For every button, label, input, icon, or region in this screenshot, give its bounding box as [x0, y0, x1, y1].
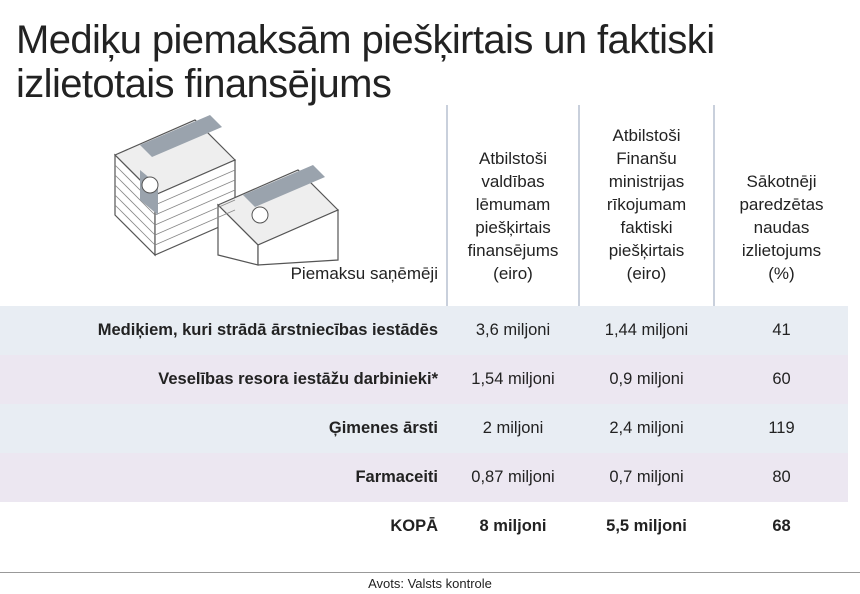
money-icon	[113, 115, 340, 266]
header-line: (%)	[768, 264, 795, 283]
column-header: Atbilstoši Finanšu ministrijas rīkojumam fak…	[580, 124, 713, 285]
column-header: Piemaksu saņēmēji	[16, 262, 438, 285]
cell-value: 2,4 miljoni	[609, 419, 684, 437]
header-line: Sākotnēji	[746, 172, 817, 191]
cell-value: 2 miljoni	[482, 419, 544, 437]
cell-value: 60	[772, 370, 791, 388]
row-label: Mediķiem, kuri strādā ārstniecības iestā…	[97, 321, 438, 339]
cell-value: 0,9 miljoni	[609, 370, 684, 388]
header-line: Finanšu	[616, 149, 677, 168]
row-label: KOPĀ	[390, 517, 438, 535]
header-line: Atbilstoši	[612, 126, 681, 145]
header-line: izlietojums	[741, 241, 822, 260]
cell-value: 0,7 miljoni	[609, 468, 684, 486]
header-line: valdības	[481, 172, 545, 191]
cell-value: 41	[772, 321, 791, 339]
cell-value: 119	[768, 419, 795, 437]
header-line: piešķirtais	[608, 241, 685, 260]
header-line: ministrijas	[608, 172, 685, 191]
cell-value: 0,87 miljoni	[471, 468, 555, 486]
table-row: Veselības resora iestāžu darbinieki* 1,54…	[0, 355, 848, 404]
cell-value: 1,54 miljoni	[471, 370, 555, 388]
header-line: (eiro)	[493, 264, 533, 283]
cell-value: 80	[772, 468, 791, 486]
header-line: finansējums	[467, 241, 559, 260]
cell-value: 5,5 miljoni	[606, 517, 687, 535]
table-row: Farmaceiti 0,87 miljoni 0,7 miljoni 80	[0, 453, 848, 502]
header-line: lēmumam	[475, 195, 551, 214]
row-label: Farmaceiti	[355, 468, 438, 486]
table-row: KOPĀ 8 miljoni 5,5 miljoni 68	[0, 502, 848, 551]
header-line: naudas	[753, 218, 810, 237]
source: Avots: Valsts kontrole	[368, 576, 492, 591]
header-line: faktiski	[620, 218, 673, 237]
header-line: Piemaksu saņēmēji	[290, 264, 438, 283]
footer-rule	[0, 572, 860, 573]
table-row: Mediķiem, kuri strādā ārstniecības iestā…	[0, 306, 848, 355]
header-line: Atbilstoši	[478, 149, 548, 168]
cell-value: 8 miljoni	[479, 517, 547, 535]
title-line: Mediķu piemaksām piešķirtais un faktiski	[16, 18, 715, 62]
header-line: rīkojumam	[606, 195, 687, 214]
cell-value: 1,44 miljoni	[604, 321, 689, 339]
cell-value: 68	[772, 517, 791, 535]
cell-value: 3,6 miljoni	[475, 321, 551, 339]
header-line: (eiro)	[626, 264, 667, 283]
row-label: Ģimenes ārsti	[328, 419, 438, 437]
row-label: Veselības resora iestāžu darbinieki*	[158, 370, 438, 388]
header-line: piešķirtais	[475, 218, 551, 237]
column-header: Sākotnēji paredzētas naudas izlietojums (%)	[715, 170, 848, 285]
header-line: paredzētas	[739, 195, 824, 214]
table-row: Ģimenes ārsti 2 miljoni 2,4 miljoni 119	[0, 404, 848, 453]
title-line: izlietotais finansējums	[16, 62, 392, 106]
column-header: Atbilstoši valdības lēmumam piešķirtais fina…	[448, 147, 578, 285]
